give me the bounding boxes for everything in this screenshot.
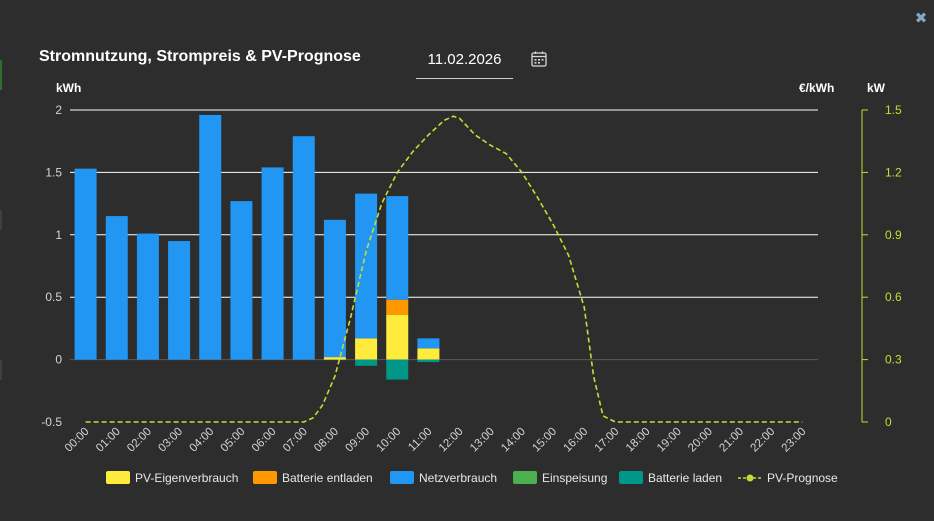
x-tick-label: 10:00 [375, 426, 404, 455]
legend-label: Batterie laden [648, 471, 722, 485]
calendar-icon[interactable] [530, 50, 548, 68]
legend-swatch [390, 471, 414, 484]
y-left-tick-label: 2 [55, 103, 62, 117]
x-tick-label: 05:00 [219, 426, 248, 455]
legend-swatch [106, 471, 130, 484]
bar-netz [355, 193, 378, 339]
x-tick-label: 08:00 [312, 426, 341, 455]
x-tick-label: 04:00 [188, 426, 217, 455]
bar-pv-eigen [355, 338, 378, 360]
window-edge [0, 210, 2, 230]
y-right-tick-label: 0.6 [885, 290, 902, 304]
y-right-tick-label: 0.3 [885, 353, 902, 367]
legend-label: PV-Eigenverbrauch [135, 471, 238, 485]
x-tick-label: 14:00 [499, 426, 528, 455]
bar-pv-eigen [386, 314, 409, 360]
bar-pv-eigen [417, 348, 440, 360]
x-tick-label: 22:00 [749, 426, 778, 455]
x-tick-label: 07:00 [281, 426, 310, 455]
y-left-tick-label: 0.5 [45, 290, 62, 304]
window-edge [0, 360, 2, 380]
x-tick-label: 21:00 [717, 426, 746, 455]
window-edge [0, 60, 2, 90]
bar-netz [105, 216, 128, 360]
x-tick-label: 19:00 [655, 426, 684, 455]
x-tick-label: 16:00 [562, 426, 591, 455]
bar-pv-eigen [323, 357, 346, 360]
chart-title: Stromnutzung, Strompreis & PV-Prognose [39, 48, 361, 65]
legend-item-batterie-laden[interactable]: Batterie laden [619, 471, 722, 485]
x-tick-label: 00:00 [63, 426, 92, 455]
x-tick-label: 02:00 [125, 426, 154, 455]
legend-marker [746, 474, 754, 482]
legend-label: Netzverbrauch [419, 471, 497, 485]
date-input[interactable]: 11.02.2026 [416, 40, 513, 79]
legend-swatch [513, 471, 537, 484]
x-tick-label: 12:00 [437, 426, 466, 455]
legend-label: PV-Prognose [767, 471, 838, 485]
legend-label: Batterie entladen [282, 471, 373, 485]
y-left-tick-label: 1.5 [45, 165, 62, 179]
bar-batterie-laden [386, 359, 409, 380]
bar-netz [230, 201, 253, 360]
bar-batterie-laden [355, 359, 378, 366]
x-tick-label: 17:00 [593, 426, 622, 455]
y-middle-unit: €/kWh [799, 81, 834, 95]
bar-netz [261, 167, 284, 360]
bar-netz [292, 136, 315, 360]
legend-item-pv-eigen[interactable]: PV-Eigenverbrauch [106, 471, 238, 485]
bar-batterie-laden [417, 359, 440, 363]
legend-swatch [619, 471, 643, 484]
x-tick-label: 18:00 [624, 426, 653, 455]
close-icon[interactable]: ✖ [914, 10, 928, 27]
legend-label: Einspeisung [542, 471, 607, 485]
bar-netz [74, 168, 97, 360]
y-left-tick-label: 1 [55, 228, 62, 242]
bar-netz [168, 241, 191, 360]
y-right-unit: kW [867, 81, 886, 95]
x-tick-label: 23:00 [780, 426, 809, 455]
bar-netz [323, 219, 346, 358]
legend-swatch [253, 471, 277, 484]
y-right-tick-label: 0 [885, 415, 892, 429]
legend-item-pv-prognose[interactable]: PV-Prognose [738, 471, 838, 485]
legend-item-netz[interactable]: Netzverbrauch [390, 471, 497, 485]
bar-netz [417, 338, 440, 349]
bar-netz [136, 233, 159, 360]
y-right-tick-label: 0.9 [885, 228, 902, 242]
y-right-tick-label: 1.2 [885, 165, 902, 179]
x-tick-label: 01:00 [94, 426, 123, 455]
y-right-tick-label: 1.5 [885, 103, 902, 117]
x-tick-label: 09:00 [343, 426, 372, 455]
legend-item-batterie-entladen[interactable]: Batterie entladen [253, 471, 373, 485]
x-tick-label: 11:00 [406, 426, 434, 454]
x-tick-label: 06:00 [250, 426, 279, 455]
y-left-tick-label: 0 [55, 353, 62, 367]
y-left-unit: kWh [56, 81, 81, 95]
x-tick-label: 03:00 [156, 426, 185, 455]
bar-netz [199, 114, 222, 360]
pv-prognose-line [85, 115, 803, 423]
x-tick-label: 13:00 [468, 426, 497, 455]
legend-item-einspeisung[interactable]: Einspeisung [513, 471, 607, 485]
date-value: 11.02.2026 [427, 50, 502, 68]
x-tick-label: 20:00 [686, 426, 715, 455]
bar-netz [386, 196, 409, 300]
y-left-tick-label: -0.5 [41, 415, 62, 429]
bar-batterie-entladen [386, 299, 409, 315]
x-tick-label: 15:00 [530, 426, 559, 455]
